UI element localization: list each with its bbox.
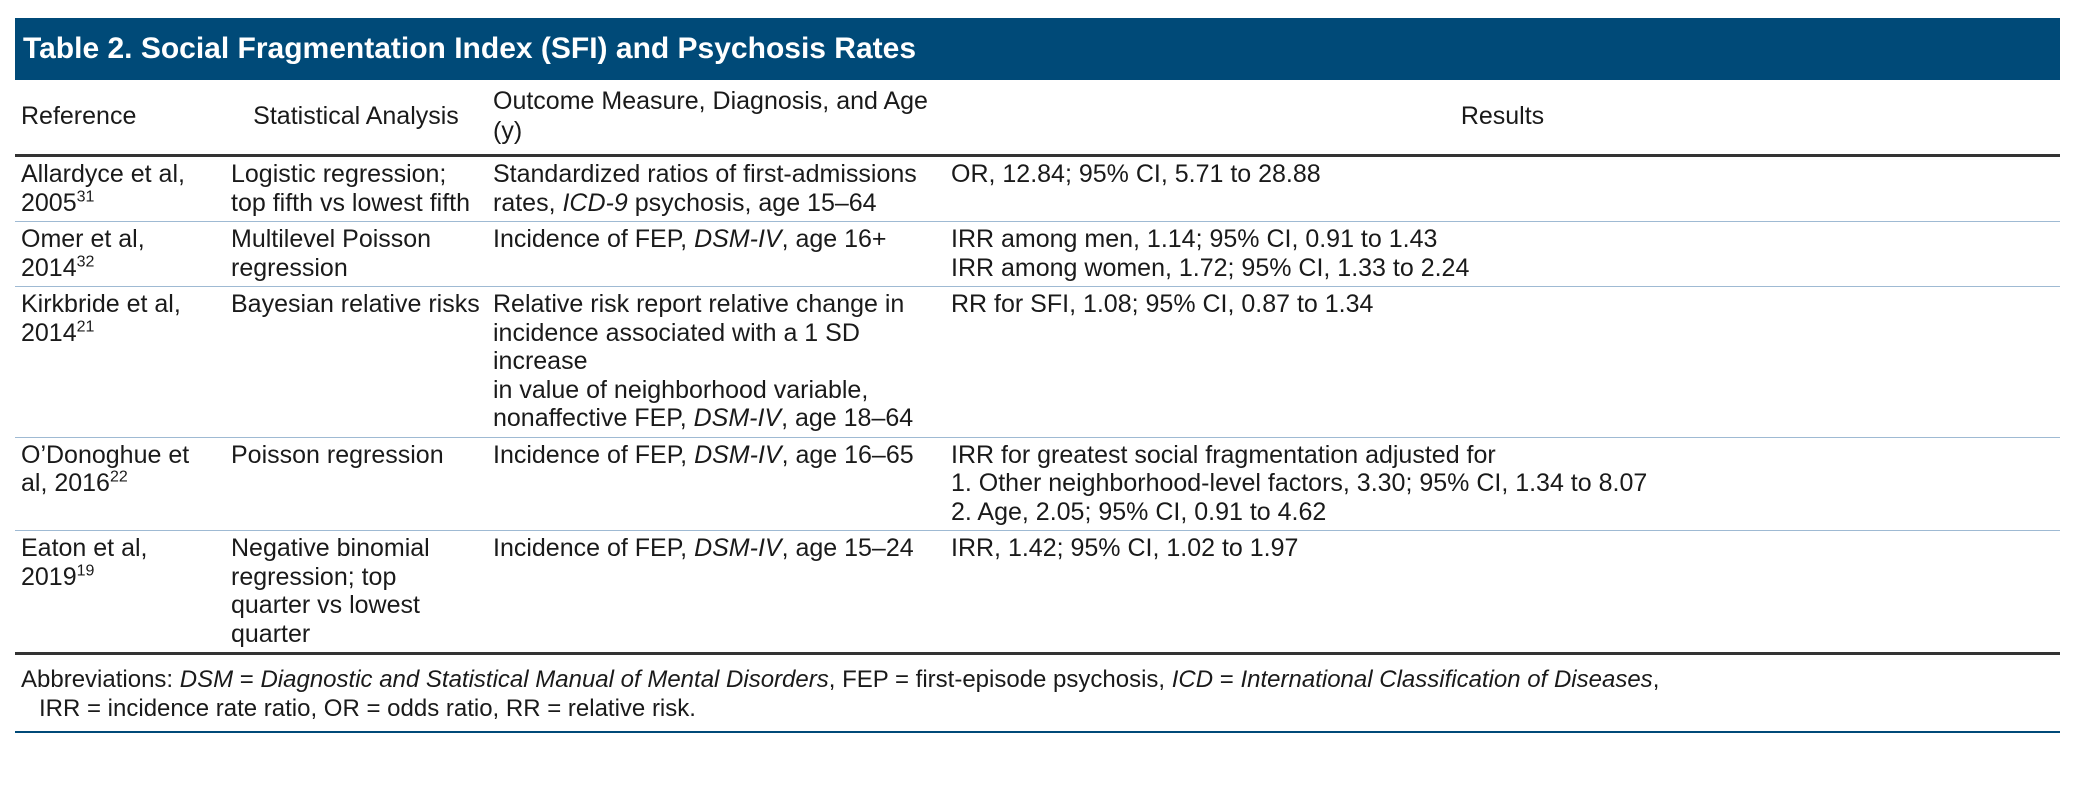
result-line: IRR among women, 1.72; 95% CI, 1.33 to 2… (951, 253, 1470, 282)
result-line: 1. Other neighborhood-level factors, 3.3… (951, 469, 1648, 497)
cell-outcome: Incidence of FEP, DSM-IV, age 16–65 (487, 437, 945, 531)
cell-reference: Allardyce et al, 200531 (15, 155, 225, 222)
cell-outcome: Incidence of FEP, DSM-IV, age 15–24 (487, 530, 945, 655)
cell-reference: O’Donoghue et al, 201622 (15, 437, 225, 531)
citation-superscript: 31 (76, 188, 95, 206)
result-line: 2. Age, 2.05; 95% CI, 0.91 to 4.62 (951, 497, 1327, 526)
result-line: IRR among men, 1.14; 95% CI, 0.91 to 1.4… (951, 225, 1438, 253)
cell-results: OR, 12.84; 95% CI, 5.71 to 28.88 (945, 155, 2060, 222)
cell-reference: Kirkbride et al, 201421 (15, 286, 225, 438)
table-container: Table 2. Social Fragmentation Index (SFI… (15, 18, 2060, 733)
col-results: Results (945, 80, 2060, 157)
citation-superscript: 32 (76, 253, 95, 271)
cell-analysis: Logistic regression; top fifth vs lowest… (225, 155, 487, 222)
cell-results: RR for SFI, 1.08; 95% CI, 0.87 to 1.34 (945, 286, 2060, 438)
result-line: OR, 12.84; 95% CI, 5.71 to 28.88 (951, 160, 1321, 188)
cell-results: IRR, 1.42; 95% CI, 1.02 to 1.97 (945, 530, 2060, 655)
cell-reference: Eaton et al, 201919 (15, 530, 225, 655)
footnote: Abbreviations: DSM = Diagnostic and Stat… (15, 655, 2060, 733)
cell-results: IRR among men, 1.14; 95% CI, 0.91 to 1.4… (945, 221, 2060, 287)
data-table: Reference Statistical Analysis Outcome M… (15, 80, 2060, 655)
cell-outcome: Relative risk report relative change in i… (487, 286, 945, 438)
citation-superscript: 22 (109, 468, 128, 486)
table-row: Eaton et al, 201919 Negative binomial reg… (15, 530, 2060, 655)
result-line: RR for SFI, 1.08; 95% CI, 0.87 to 1.34 (951, 290, 1374, 318)
cell-analysis: Poisson regression (225, 437, 487, 531)
cell-outcome: Incidence of FEP, DSM-IV, age 16+ (487, 221, 945, 287)
table-row: Omer et al, 201432 Multilevel Poisson reg… (15, 221, 2060, 287)
cell-outcome: Standardized ratios of first-admissions r… (487, 155, 945, 222)
cell-results: IRR for greatest social fragmentation ad… (945, 437, 2060, 531)
header-row: Reference Statistical Analysis Outcome M… (15, 80, 2060, 157)
citation-superscript: 19 (76, 562, 95, 580)
cell-reference: Omer et al, 201432 (15, 221, 225, 287)
result-line: IRR, 1.42; 95% CI, 1.02 to 1.97 (951, 534, 1299, 562)
cell-analysis: Negative binomial regression; top quarte… (225, 530, 487, 655)
col-analysis: Statistical Analysis (225, 80, 487, 157)
col-outcome: Outcome Measure, Diagnosis, and Age (y) (487, 80, 945, 157)
table-title: Table 2. Social Fragmentation Index (SFI… (15, 18, 2060, 80)
table-row: O’Donoghue et al, 201622 Poisson regressi… (15, 437, 2060, 531)
cell-analysis: Bayesian relative risks (225, 286, 487, 438)
table-row: Allardyce et al, 200531 Logistic regressi… (15, 155, 2060, 222)
table-row: Kirkbride et al, 201421 Bayesian relative… (15, 286, 2060, 438)
cell-analysis: Multilevel Poisson regression (225, 221, 487, 287)
result-line: IRR for greatest social fragmentation ad… (951, 440, 1496, 469)
citation-superscript: 21 (76, 318, 95, 336)
col-reference: Reference (15, 80, 225, 157)
